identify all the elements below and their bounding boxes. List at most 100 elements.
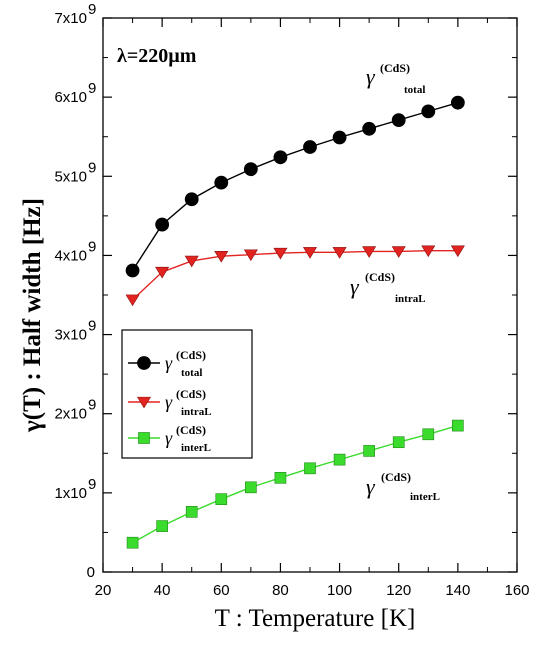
data-point [362, 246, 377, 258]
label-interl-sub: interL [410, 491, 440, 503]
data-point [243, 162, 258, 177]
series-layer [125, 95, 465, 549]
data-point [333, 453, 346, 466]
series-2 [126, 419, 464, 549]
y-tick-exponent: 9 [88, 397, 96, 414]
data-point [332, 130, 347, 145]
x-tick-label: 160 [504, 582, 529, 599]
legend-sub: interL [181, 442, 211, 454]
data-point [452, 419, 464, 432]
data-point [363, 445, 375, 457]
data-point [215, 493, 228, 506]
label-total-sub: total [404, 84, 425, 96]
legend-gamma: γ [165, 353, 173, 373]
data-point [302, 247, 318, 259]
data-point [184, 192, 199, 207]
y-tick-exponent: 9 [88, 80, 96, 97]
y-tick-label: 6x10 [54, 89, 87, 106]
y-tick-exponent: 9 [88, 238, 96, 255]
data-point [391, 113, 406, 127]
data-point [421, 245, 436, 258]
y-tick-exponent: 9 [88, 318, 96, 335]
label-interl: γ (CdS) interL [366, 470, 440, 503]
x-tick-label: 20 [95, 582, 112, 599]
data-point [332, 247, 347, 259]
wavelength-annotation: λ=220µm [117, 45, 197, 67]
label-intral: γ (CdS) intraL [350, 270, 426, 305]
x-tick-label: 80 [272, 582, 289, 599]
legend-gamma: γ [165, 392, 173, 412]
data-point [214, 251, 229, 263]
data-point [185, 506, 198, 518]
x-tick-label: 60 [213, 582, 230, 599]
series-0 [125, 95, 465, 278]
data-point [450, 245, 465, 258]
data-point [125, 263, 140, 278]
legend-cds: (CdS) [176, 423, 206, 437]
data-point [125, 294, 140, 307]
data-point [362, 121, 377, 136]
data-point [304, 462, 316, 475]
data-point [391, 246, 406, 258]
y-tick-label: 2x10 [54, 406, 87, 423]
data-point [156, 520, 168, 532]
legend-marker [137, 356, 151, 370]
x-tick-label: 120 [386, 582, 411, 599]
y-tick-exponent: 9 [88, 1, 96, 18]
x-tick-label: 140 [445, 582, 470, 599]
series-line [131, 102, 459, 271]
legend-cds: (CdS) [176, 387, 206, 401]
legend-item: γ (CdS) intraL [128, 387, 212, 418]
x-tick-label: 40 [154, 582, 171, 599]
legend-item: γ (CdS) interL [128, 423, 211, 454]
y-tick-exponent: 9 [88, 476, 96, 493]
data-point [273, 150, 288, 165]
data-point [274, 471, 287, 484]
label-total-cds: (CdS) [380, 61, 410, 75]
data-point [421, 104, 436, 119]
x-axis-title: T : Temperature [K] [215, 605, 416, 632]
data-point [243, 249, 258, 262]
legend-gamma: γ [165, 428, 173, 448]
label-total-gamma: γ [366, 64, 376, 89]
data-point [184, 255, 199, 268]
legend-marker [136, 396, 152, 409]
data-point [392, 436, 405, 449]
y-tick-exponent: 9 [88, 159, 96, 176]
y-tick-label: 3x10 [54, 327, 87, 344]
data-point [303, 140, 317, 154]
legend-marker [138, 432, 150, 444]
legend-item: γ (CdS) total [128, 348, 206, 379]
y-tick-label: 0 [87, 564, 95, 581]
legend-sub: total [181, 367, 202, 379]
label-intral-sub: intraL [395, 293, 426, 305]
legend-sub: intraL [181, 406, 212, 418]
data-point [245, 481, 257, 494]
data-point [450, 95, 465, 110]
data-point [126, 536, 139, 549]
y-tick-label: 1x10 [54, 485, 87, 502]
y-tick-label: 7x10 [54, 10, 87, 27]
data-point [273, 247, 288, 260]
series-1 [125, 245, 465, 307]
y-tick-label: 4x10 [54, 247, 87, 264]
data-point [422, 428, 435, 441]
label-intral-cds: (CdS) [365, 270, 395, 284]
data-point [214, 175, 229, 190]
label-interl-cds: (CdS) [381, 470, 411, 484]
data-point [155, 217, 170, 232]
series-line [132, 249, 458, 301]
y-tick-label: 5x10 [54, 168, 87, 185]
y-axis-title: γ(T) : Half width [Hz] [19, 198, 46, 433]
label-total: γ (CdS) total [366, 61, 425, 96]
label-intral-gamma: γ [350, 274, 360, 299]
legend-cds: (CdS) [176, 348, 206, 362]
x-axis-ticks: 20 40 60 80 100 120 140 160 [95, 18, 530, 599]
data-point [155, 266, 170, 279]
label-interl-gamma: γ [366, 474, 376, 499]
x-tick-label: 100 [327, 582, 352, 599]
